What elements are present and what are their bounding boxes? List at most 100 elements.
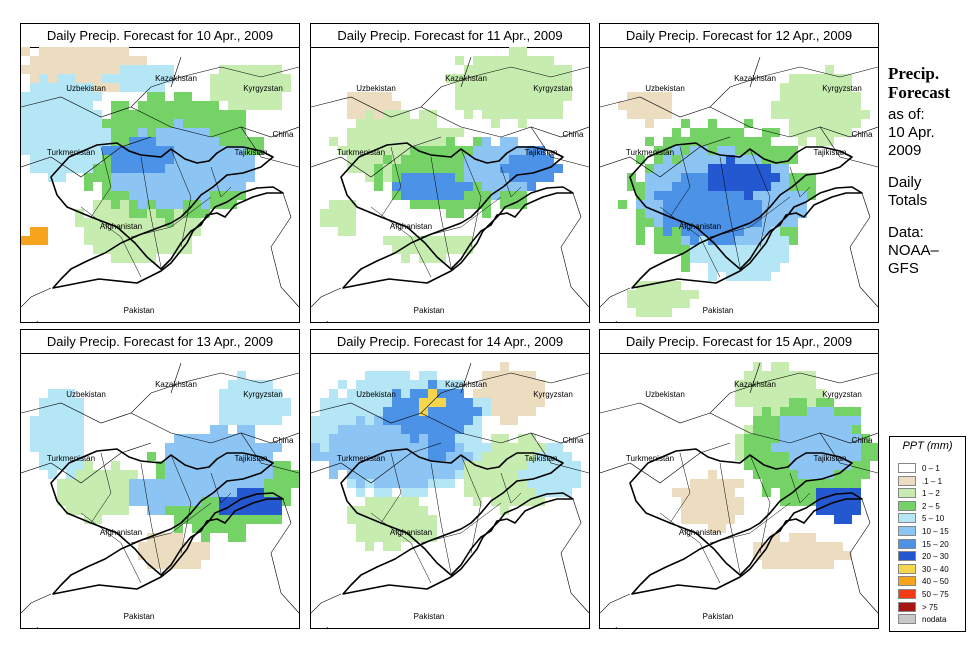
precip-cell [780, 110, 789, 119]
precip-cell [138, 254, 147, 263]
precip-cell [147, 533, 156, 542]
precip-cell [111, 254, 120, 263]
precip-cell [753, 209, 762, 218]
precip-cell [273, 92, 282, 101]
precip-cell [237, 119, 246, 128]
legend-swatch [898, 576, 916, 587]
precip-cell [708, 137, 717, 146]
precip-cell [825, 416, 834, 425]
precip-cell [771, 227, 780, 236]
precip-cell [374, 371, 383, 380]
precip-cell [654, 173, 663, 182]
precip-cell [699, 173, 708, 182]
precip-cell [708, 479, 717, 488]
precip-cell [246, 146, 255, 155]
province-border [749, 454, 771, 554]
precip-cell [392, 443, 401, 452]
precip-cell [183, 164, 192, 173]
precip-cell [672, 299, 681, 308]
precip-cell [654, 191, 663, 200]
country-label: Afghanistan [679, 222, 721, 231]
precip-cell [681, 497, 690, 506]
precip-cell [428, 128, 437, 137]
precip-cell [237, 101, 246, 110]
precip-cell [147, 128, 156, 137]
map-panel-apr15: Daily Precip. Forecast for 15 Apr., 2009… [599, 329, 879, 629]
precip-cell [789, 236, 798, 245]
precip-cell [201, 173, 210, 182]
precip-cell [861, 461, 870, 470]
precip-cell [681, 245, 690, 254]
precip-cell [518, 56, 527, 65]
precip-cell [156, 137, 165, 146]
precip-cell [84, 83, 93, 92]
precip-cell [717, 164, 726, 173]
precip-cell [446, 155, 455, 164]
precip-cell [165, 488, 174, 497]
precip-cell [681, 173, 690, 182]
precip-cell [771, 542, 780, 551]
precip-cell [473, 389, 482, 398]
precip-cell [66, 506, 75, 515]
province-border [669, 452, 691, 524]
country-label: Uzbekistan [645, 390, 685, 399]
precip-cell [228, 155, 237, 164]
precip-cell [383, 101, 392, 110]
precip-cell [273, 389, 282, 398]
precip-cell [138, 209, 147, 218]
precip-cell [509, 200, 518, 209]
precip-cell [383, 110, 392, 119]
precip-cell [690, 164, 699, 173]
precip-cell [129, 488, 138, 497]
country-label: Iran [326, 320, 340, 322]
precip-cell [545, 461, 554, 470]
precip-cell [93, 515, 102, 524]
precip-cell [228, 380, 237, 389]
precip-cell [735, 263, 744, 272]
precip-cell [264, 443, 273, 452]
precip-cell [762, 443, 771, 452]
precip-cell [410, 479, 419, 488]
precip-cell [636, 227, 645, 236]
precip-cell [120, 245, 129, 254]
precip-cell [392, 110, 401, 119]
precip-cell [282, 407, 291, 416]
precip-cell [410, 488, 419, 497]
precip-cell [762, 416, 771, 425]
precip-cell [536, 74, 545, 83]
precip-cell [699, 191, 708, 200]
precip-cell [147, 209, 156, 218]
precip-cell [246, 425, 255, 434]
precip-cell [383, 506, 392, 515]
precip-cell [554, 461, 563, 470]
precip-cell [75, 218, 84, 227]
precip-cell [401, 524, 410, 533]
precip-cell [39, 146, 48, 155]
precip-cell [201, 191, 210, 200]
precip-cell [392, 155, 401, 164]
precip-cell [174, 470, 183, 479]
precip-cell [246, 515, 255, 524]
precip-cell [138, 146, 147, 155]
precip-cell [491, 479, 500, 488]
precip-cell [39, 236, 48, 245]
precip-cell [174, 218, 183, 227]
province-border [380, 452, 402, 524]
precip-cell [852, 506, 861, 515]
precip-cell [473, 407, 482, 416]
precip-cell [798, 560, 807, 569]
precip-cell [455, 461, 464, 470]
precip-cell [455, 74, 464, 83]
precip-cell [491, 488, 500, 497]
precip-cell [147, 560, 156, 569]
precip-cell [401, 425, 410, 434]
precip-cell [111, 65, 120, 74]
precip-cell [798, 110, 807, 119]
precip-cell [48, 443, 57, 452]
precip-cell [57, 83, 66, 92]
precip-cell [156, 92, 165, 101]
precip-cell [66, 110, 75, 119]
precip-cell [66, 146, 75, 155]
precip-cell [356, 407, 365, 416]
precip-cell [246, 164, 255, 173]
